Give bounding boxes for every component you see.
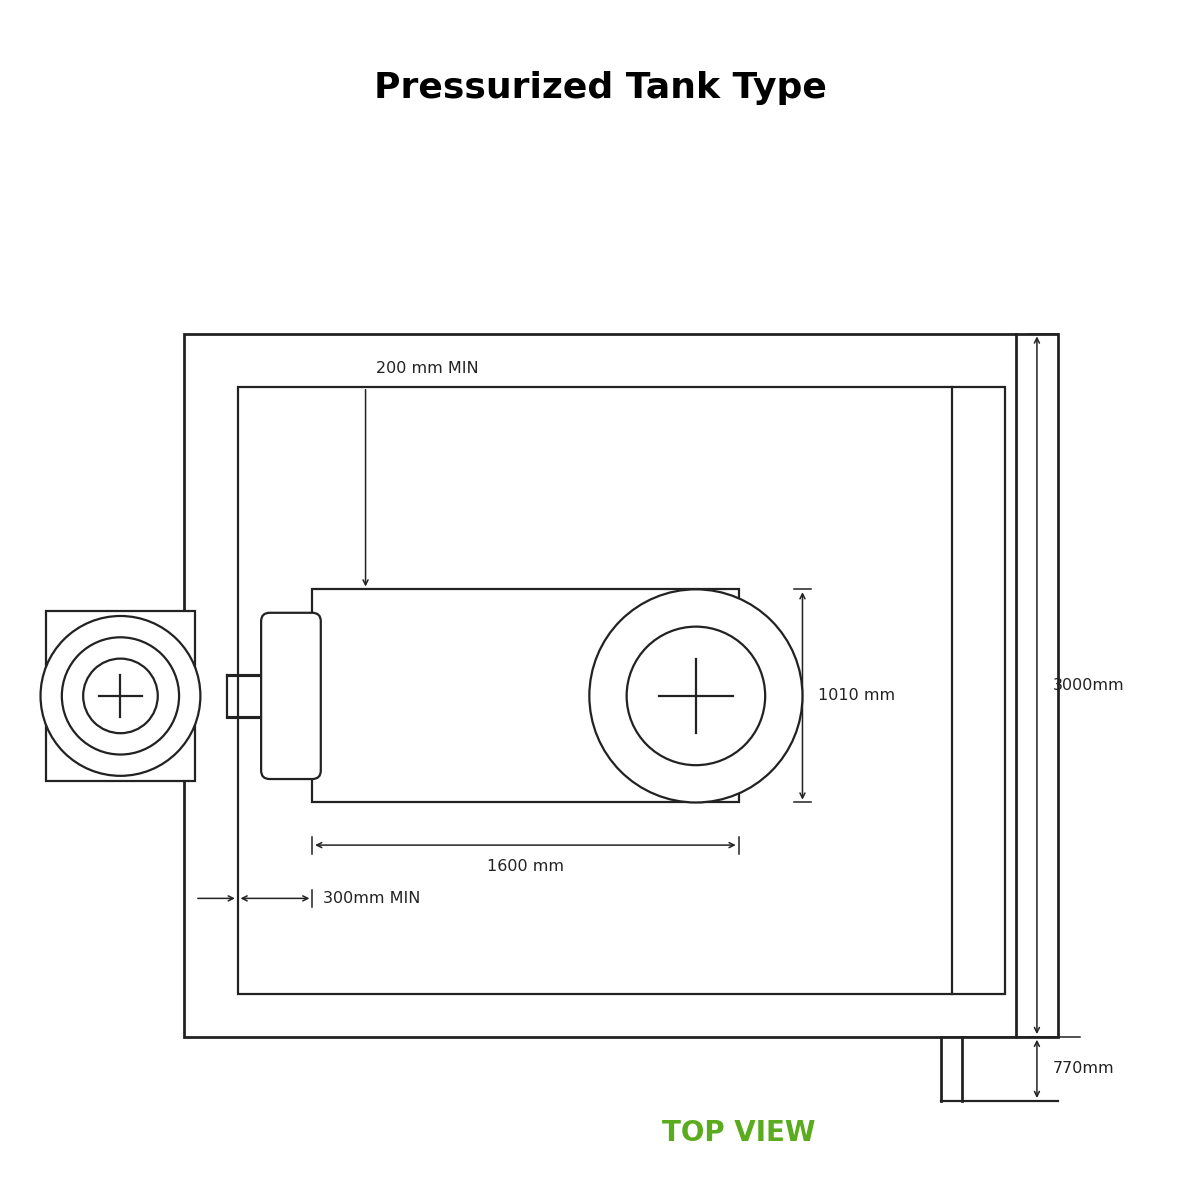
Text: 770mm: 770mm [1052, 1061, 1115, 1076]
Circle shape [62, 637, 179, 755]
Circle shape [41, 616, 200, 776]
Text: TOP VIEW: TOP VIEW [661, 1118, 815, 1147]
Bar [238, 386, 1004, 995]
Text: 200 mm MIN: 200 mm MIN [377, 361, 479, 377]
Circle shape [83, 659, 157, 733]
Circle shape [589, 589, 803, 803]
Bar [185, 334, 1058, 1037]
Text: 3000mm: 3000mm [1052, 678, 1124, 692]
Bar [46, 611, 196, 781]
Text: 1010 mm: 1010 mm [818, 689, 895, 703]
Bar [312, 589, 738, 803]
Text: Pressurized Tank Type: Pressurized Tank Type [373, 72, 827, 106]
Circle shape [626, 626, 766, 766]
Text: 300mm MIN: 300mm MIN [323, 890, 420, 906]
Text: 1600 mm: 1600 mm [487, 859, 564, 874]
FancyBboxPatch shape [262, 613, 320, 779]
